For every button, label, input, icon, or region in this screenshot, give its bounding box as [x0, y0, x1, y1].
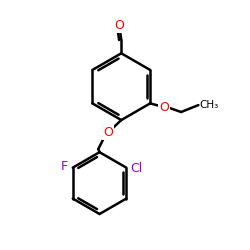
Text: F: F	[61, 160, 68, 173]
Text: O: O	[159, 100, 169, 114]
Text: CH₃: CH₃	[200, 100, 219, 110]
Text: O: O	[103, 126, 113, 140]
Text: Cl: Cl	[131, 162, 143, 175]
Text: O: O	[114, 19, 124, 32]
